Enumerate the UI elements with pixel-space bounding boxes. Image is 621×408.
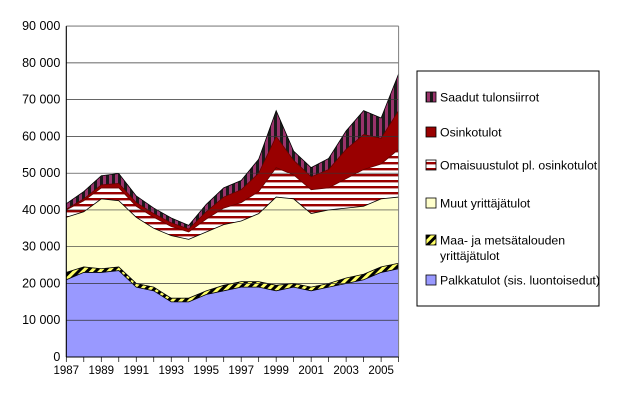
svg-text:20 000: 20 000 (22, 276, 60, 290)
svg-text:50 000: 50 000 (22, 166, 60, 180)
svg-text:1987: 1987 (54, 365, 80, 377)
svg-text:90 000: 90 000 (22, 19, 60, 33)
svg-text:2003: 2003 (333, 365, 359, 377)
svg-text:Omaisuustulot pl. osinkotulot: Omaisuustulot pl. osinkotulot (440, 159, 598, 173)
svg-text:60 000: 60 000 (22, 129, 60, 143)
svg-text:1989: 1989 (88, 365, 114, 377)
svg-text:2001: 2001 (298, 365, 324, 377)
svg-text:Palkkatulot (sis. luontoisedut: Palkkatulot (sis. luontoisedut) (440, 274, 600, 288)
svg-text:80 000: 80 000 (22, 56, 60, 70)
svg-text:yrittäjätulot: yrittäjätulot (440, 249, 500, 263)
svg-text:1999: 1999 (263, 365, 289, 377)
svg-text:Saadut tulonsiirrot: Saadut tulonsiirrot (440, 91, 540, 105)
svg-text:30 000: 30 000 (22, 240, 60, 254)
svg-text:1991: 1991 (123, 365, 149, 377)
svg-text:0: 0 (53, 350, 60, 364)
svg-text:1995: 1995 (193, 365, 219, 377)
svg-text:Muut yrittäjätulot: Muut yrittäjätulot (440, 197, 531, 211)
svg-text:1993: 1993 (158, 365, 184, 377)
svg-text:2005: 2005 (368, 365, 394, 377)
svg-text:Maa- ja metsätalouden: Maa- ja metsätalouden (440, 234, 565, 248)
svg-text:1997: 1997 (228, 365, 254, 377)
svg-text:70 000: 70 000 (22, 93, 60, 107)
svg-text:10 000: 10 000 (22, 313, 60, 327)
svg-text:40 000: 40 000 (22, 203, 60, 217)
svg-text:Osinkotulot: Osinkotulot (440, 126, 502, 140)
